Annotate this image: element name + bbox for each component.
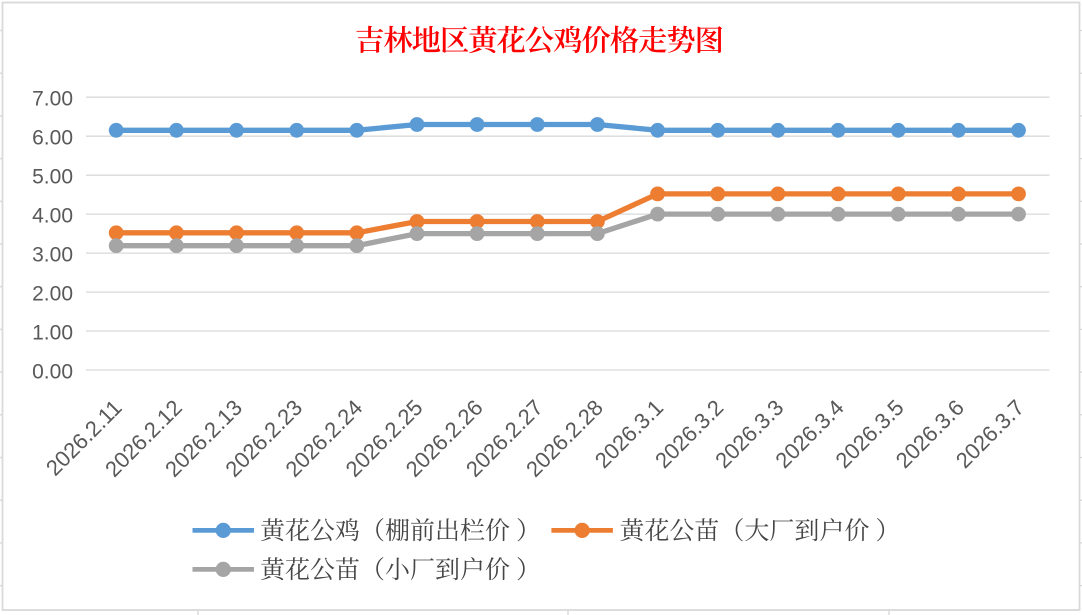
svg-text:2.00: 2.00 — [32, 283, 73, 306]
svg-text:4.00: 4.00 — [32, 205, 73, 228]
svg-text:3.00: 3.00 — [32, 244, 73, 267]
svg-text:0.00: 0.00 — [32, 361, 73, 384]
svg-text:5.00: 5.00 — [32, 166, 73, 189]
svg-text:1.00: 1.00 — [32, 322, 73, 345]
svg-text:7.00: 7.00 — [32, 88, 73, 111]
svg-text:6.00: 6.00 — [32, 127, 73, 150]
